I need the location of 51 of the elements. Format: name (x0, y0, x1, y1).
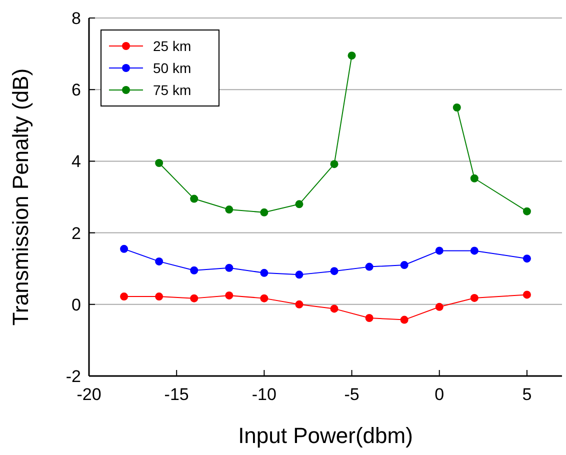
point (190, 294, 198, 302)
x-tick-label: -20 (76, 385, 102, 404)
x-tick-label: -5 (344, 385, 360, 404)
x-tick-label: 0 (434, 385, 444, 404)
point (522, 290, 531, 299)
point (225, 206, 234, 214)
point (365, 262, 374, 271)
point (365, 314, 374, 322)
x-tick-label: 5 (522, 385, 532, 404)
point (225, 264, 234, 272)
point (400, 261, 408, 270)
legend-label: 75 km (153, 82, 192, 98)
point (260, 268, 268, 277)
y-axis-title: Transmission Penalty (dB) (8, 68, 33, 326)
point (400, 316, 408, 324)
point (155, 158, 164, 167)
point (120, 292, 128, 301)
y-tick-label: 2 (72, 224, 81, 243)
x-axis-title: Input Power(dbm) (238, 423, 413, 448)
point (452, 104, 461, 112)
point (470, 246, 478, 255)
point (522, 254, 531, 263)
y-tick-label: -2 (66, 367, 81, 386)
y-tick-label: 0 (72, 295, 81, 314)
point (155, 292, 164, 301)
point (295, 200, 304, 208)
point (435, 246, 444, 255)
point (330, 304, 338, 313)
point (190, 266, 198, 274)
y-tick-label: 4 (72, 152, 81, 172)
point (435, 302, 444, 311)
legend-label: 25 km (153, 38, 192, 54)
legend-label: 50 km (153, 60, 192, 76)
point (260, 294, 268, 302)
point (470, 294, 478, 302)
y-tick-label: 6 (72, 80, 81, 100)
x-tick-label: -15 (164, 385, 189, 404)
x-tick-label: -10 (252, 385, 276, 404)
y-tick-label: 8 (72, 9, 81, 28)
point (330, 267, 338, 276)
point (190, 194, 198, 203)
point (470, 174, 478, 182)
point (330, 160, 338, 168)
point (225, 291, 234, 300)
point (155, 257, 164, 266)
point (348, 52, 356, 60)
point (522, 207, 531, 216)
point (295, 270, 304, 279)
point (295, 300, 304, 308)
point (120, 244, 128, 253)
point (260, 208, 268, 216)
